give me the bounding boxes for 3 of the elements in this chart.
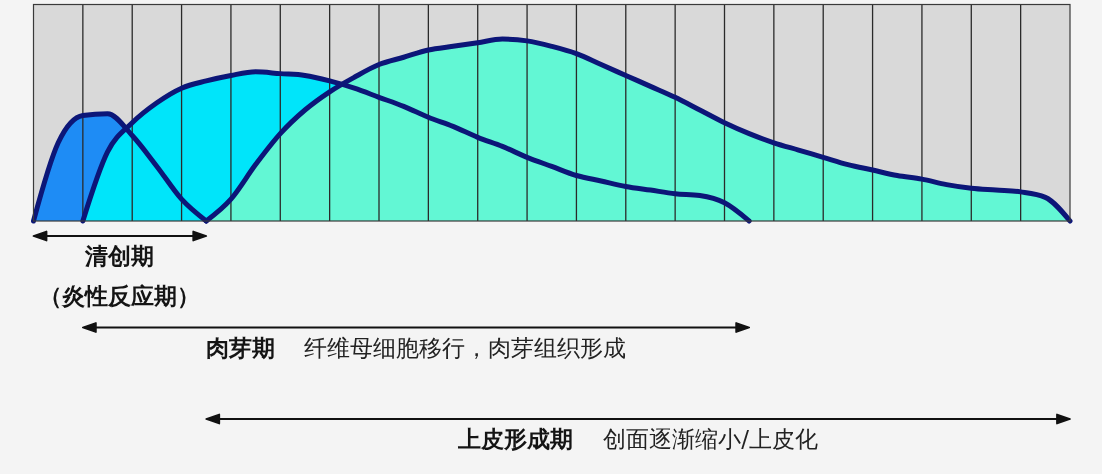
text: 清创期（炎性反应期） [39,243,201,309]
text: 上皮形成期 创面逐渐缩小/上皮化 [458,426,818,452]
text: 肉芽期 纤维母细胞移行，肉芽组织形成 [205,334,627,361]
